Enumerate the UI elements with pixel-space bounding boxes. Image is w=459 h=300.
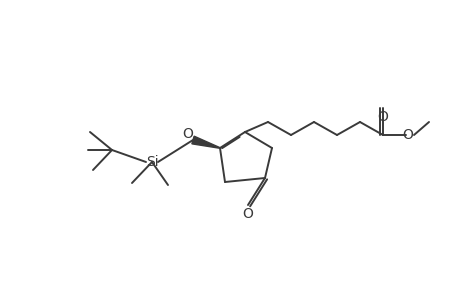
- Text: O: O: [377, 110, 387, 124]
- Text: Si: Si: [146, 155, 158, 169]
- Text: O: O: [242, 207, 253, 221]
- Polygon shape: [191, 136, 219, 148]
- Text: O: O: [182, 127, 193, 141]
- Text: O: O: [402, 128, 413, 142]
